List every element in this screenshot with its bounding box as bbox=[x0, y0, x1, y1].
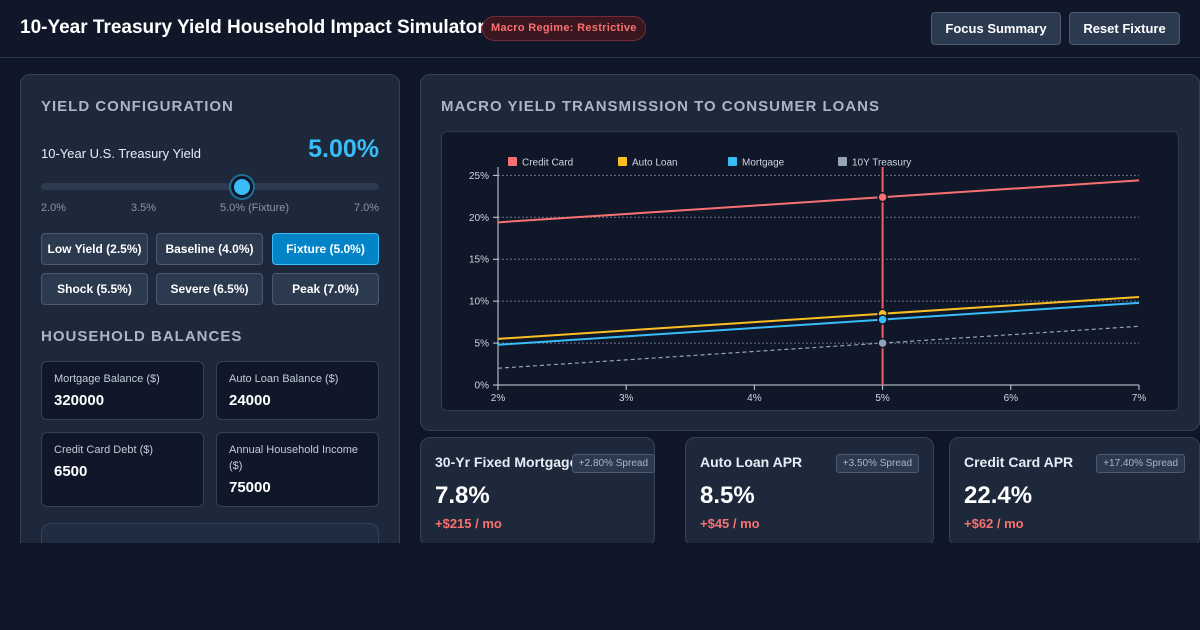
yield-transmission-chart: 0% 5% 10% 15% 20% 25% 2% 3% 4% 5% 6% 7% Credit Card A… bbox=[469, 157, 1147, 404]
slider-tick-fixture: 5.0% (Fixture) bbox=[220, 202, 290, 214]
y-tick-label: 0% bbox=[475, 381, 490, 392]
spread-badge: +17.40% Spread bbox=[1096, 454, 1185, 473]
card-rate: 22.4% bbox=[964, 482, 1033, 509]
summary-card bbox=[41, 523, 379, 543]
household-title: HOUSEHOLD BALANCES bbox=[41, 328, 243, 345]
preset-fixture-button[interactable]: Fixture (5.0%) bbox=[272, 233, 379, 265]
yield-slider-thumb[interactable] bbox=[231, 176, 253, 198]
y-tick-label: 5% bbox=[475, 339, 490, 350]
card-delta: +$45 / mo bbox=[700, 516, 760, 531]
yield-value: 5.00% bbox=[308, 135, 379, 163]
chart-panel: MACRO YIELD TRANSMISSION TO CONSUMER LOA… bbox=[420, 74, 1200, 431]
household-income-field[interactable]: Annual Household Income ($) 75000 bbox=[216, 432, 379, 507]
legend-swatch bbox=[838, 157, 847, 166]
slider-tick-low: 3.5% bbox=[131, 202, 157, 214]
spread-badge: +2.80% Spread bbox=[571, 454, 655, 473]
y-tick-label: 20% bbox=[469, 213, 489, 224]
data-point-10y-treasury bbox=[877, 337, 888, 349]
card-delta: +$215 / mo bbox=[435, 516, 502, 531]
card-title: Credit Card APR bbox=[964, 454, 1074, 470]
legend-swatch bbox=[508, 157, 517, 166]
auto-loan-balance-field[interactable]: Auto Loan Balance ($) 24000 bbox=[216, 361, 379, 420]
card-title: 30-Yr Fixed Mortgage bbox=[435, 454, 578, 470]
auto-loan-card: Auto Loan APR +3.50% Spread 8.5% +$45 / … bbox=[685, 437, 934, 543]
chart-container: 0% 5% 10% 15% 20% 25% 2% 3% 4% 5% 6% 7% Credit Card A… bbox=[441, 131, 1179, 411]
x-tick-label: 6% bbox=[1004, 393, 1019, 404]
field-label: Auto Loan Balance ($) bbox=[229, 373, 339, 385]
y-tick-label: 15% bbox=[469, 255, 489, 266]
card-rate: 8.5% bbox=[700, 482, 755, 509]
series-line-credit-card bbox=[497, 179, 1140, 224]
x-tick-label: 2% bbox=[491, 393, 506, 404]
legend-label: Credit Card bbox=[522, 158, 573, 169]
app-header: 10-Year Treasury Yield Household Impact … bbox=[0, 0, 1200, 58]
legend-label: Mortgage bbox=[742, 158, 785, 169]
preset-low-yield-button[interactable]: Low Yield (2.5%) bbox=[41, 233, 148, 265]
series-line-auto-loan bbox=[497, 295, 1140, 340]
app-title: 10-Year Treasury Yield Household Impact … bbox=[20, 17, 485, 38]
preset-shock-button[interactable]: Shock (5.5%) bbox=[41, 273, 148, 305]
focus-summary-button[interactable]: Focus Summary bbox=[931, 12, 1061, 45]
card-delta: +$62 / mo bbox=[964, 516, 1024, 531]
field-label: Credit Card Debt ($) bbox=[54, 444, 154, 456]
x-tick-label: 3% bbox=[619, 393, 634, 404]
slider-tick-max: 7.0% bbox=[354, 202, 380, 214]
data-point-mortgage bbox=[877, 314, 888, 325]
reset-fixture-button[interactable]: Reset Fixture bbox=[1069, 12, 1180, 45]
field-value[interactable]: 75000 bbox=[229, 479, 271, 496]
field-value[interactable]: 6500 bbox=[54, 463, 88, 480]
series-line-10y-treasury bbox=[497, 325, 1140, 369]
legend-label: 10Y Treasury bbox=[852, 158, 911, 169]
field-value[interactable]: 24000 bbox=[229, 392, 271, 409]
yield-slider-track[interactable] bbox=[41, 183, 379, 190]
field-label: Mortgage Balance ($) bbox=[54, 373, 160, 385]
y-tick-label: 25% bbox=[469, 171, 489, 182]
legend-swatch bbox=[728, 157, 737, 166]
spread-badge: +3.50% Spread bbox=[835, 454, 919, 473]
mortgage-balance-field[interactable]: Mortgage Balance ($) 320000 bbox=[41, 361, 204, 420]
yield-label: 10-Year U.S. Treasury Yield bbox=[41, 146, 201, 161]
credit-card-debt-field[interactable]: Credit Card Debt ($) 6500 bbox=[41, 432, 204, 507]
y-tick-label: 10% bbox=[469, 297, 489, 308]
data-point-credit-card bbox=[877, 191, 888, 203]
config-panel: YIELD CONFIGURATION 10-Year U.S. Treasur… bbox=[20, 74, 400, 543]
preset-baseline-button[interactable]: Baseline (4.0%) bbox=[156, 233, 263, 265]
yield-config-title: YIELD CONFIGURATION bbox=[41, 98, 234, 115]
preset-peak-button[interactable]: Peak (7.0%) bbox=[272, 273, 379, 305]
x-tick-label: 4% bbox=[747, 393, 762, 404]
card-rate: 7.8% bbox=[435, 482, 490, 509]
mortgage-card: 30-Yr Fixed Mortgage +2.80% Spread 7.8% … bbox=[420, 437, 655, 543]
main-content: YIELD CONFIGURATION 10-Year U.S. Treasur… bbox=[0, 59, 1200, 543]
field-label: Annual Household Income ($) bbox=[229, 444, 359, 472]
slider-tick-min: 2.0% bbox=[41, 202, 67, 214]
preset-severe-button[interactable]: Severe (6.5%) bbox=[156, 273, 263, 305]
regime-badge: Macro Regime: Restrictive bbox=[482, 16, 646, 41]
legend-swatch bbox=[618, 157, 627, 166]
chart-section-title: MACRO YIELD TRANSMISSION TO CONSUMER LOA… bbox=[441, 98, 880, 115]
legend-label: Auto Loan bbox=[632, 158, 678, 169]
x-tick-label: 7% bbox=[1132, 393, 1147, 404]
x-tick-label: 5% bbox=[875, 393, 890, 404]
card-title: Auto Loan APR bbox=[700, 454, 803, 470]
credit-card-card: Credit Card APR +17.40% Spread 22.4% +$6… bbox=[949, 437, 1200, 543]
series-line-mortgage bbox=[497, 301, 1140, 346]
field-value[interactable]: 320000 bbox=[54, 392, 105, 409]
